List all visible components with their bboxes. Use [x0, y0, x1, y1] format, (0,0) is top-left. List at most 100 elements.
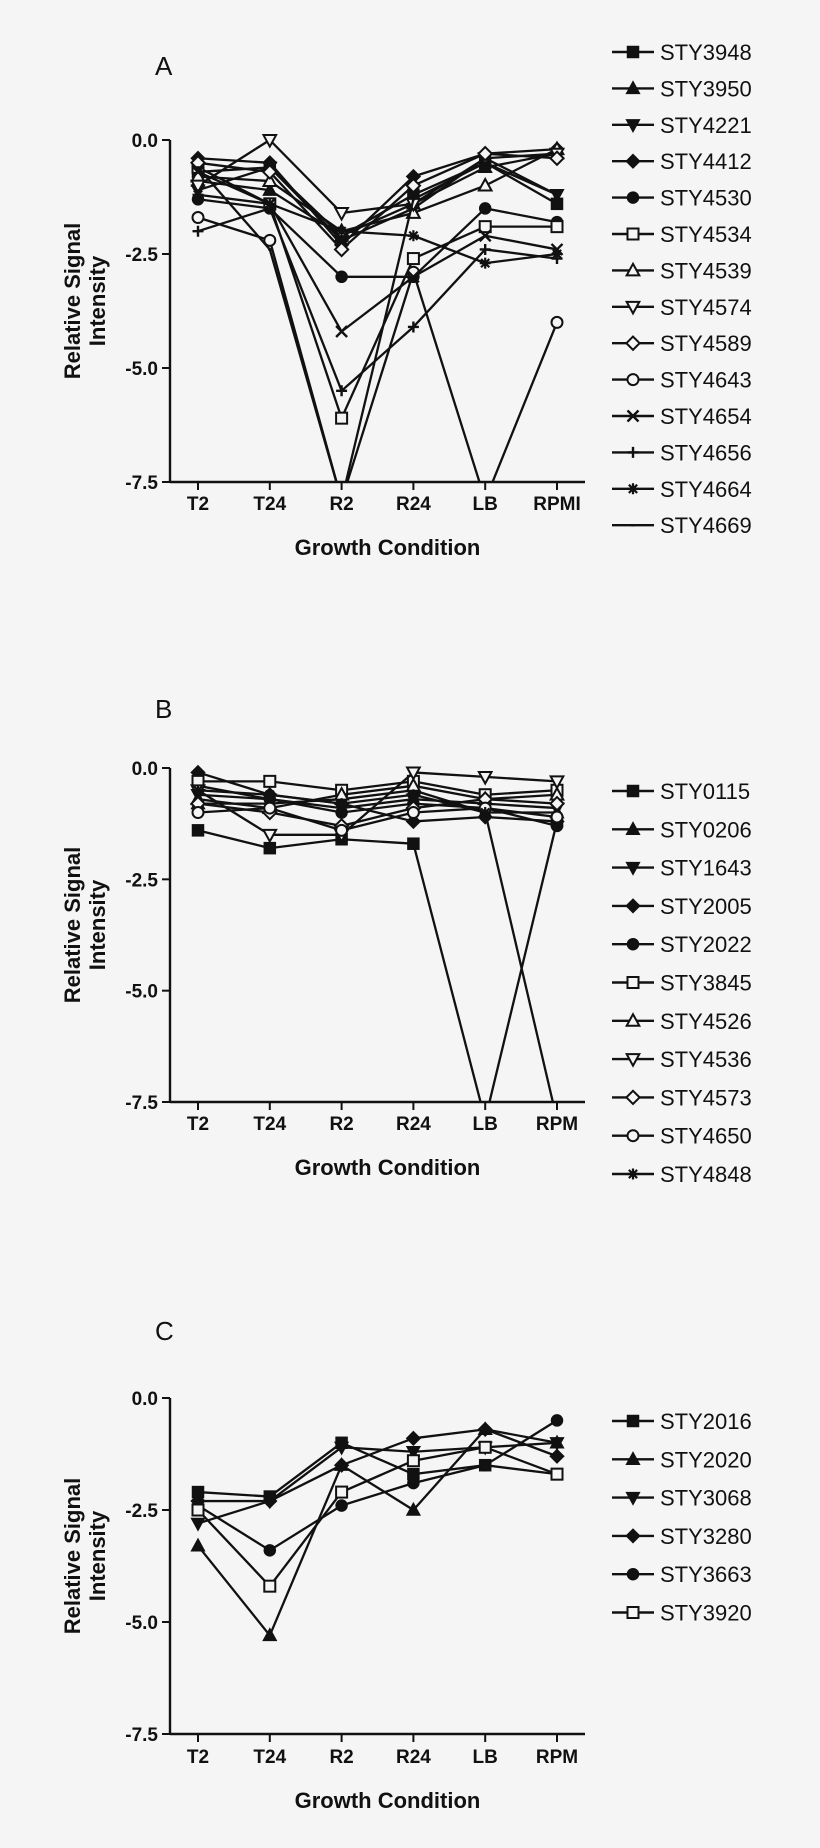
data-point-sty4650-r24	[406, 806, 420, 820]
legend-label-sty3920: STY3920	[660, 1601, 752, 1626]
legend-item-sty3663: STY3663	[612, 1562, 752, 1587]
legend-marker-sty1643	[625, 861, 641, 876]
legend-label-sty3068: STY3068	[660, 1486, 752, 1511]
data-point-sty3920-lb	[478, 1440, 492, 1454]
x-tick-label-lb: LB	[473, 494, 498, 515]
legend-label-sty3280: STY3280	[660, 1524, 752, 1549]
legend-item-sty4848: STY4848	[612, 1162, 752, 1187]
x-tick-label-lb: LB	[473, 1114, 498, 1135]
legend-marker-sty4221	[625, 119, 641, 133]
legend-label-sty4539: STY4539	[660, 258, 752, 283]
legend-label-sty4573: STY4573	[660, 1085, 752, 1110]
legend-a: STY3948 STY3950 STY4221 STY4412 STY4530 STY45…	[612, 40, 752, 538]
legend-item-sty0206: STY0206	[612, 817, 752, 842]
legend-label-sty4526: STY4526	[660, 1009, 752, 1034]
data-point-sty4650-r2	[335, 823, 349, 837]
plot-area	[190, 1414, 565, 1642]
panel-c-label: C	[155, 1316, 174, 1346]
legend-label-sty4536: STY4536	[660, 1047, 752, 1072]
legend-label-sty2016: STY2016	[660, 1409, 752, 1434]
legend-marker-sty2016	[626, 1414, 640, 1428]
series-line-sty0206	[198, 789, 557, 814]
data-point-sty4574-r2	[333, 207, 350, 222]
data-point-sty4664-r24	[407, 230, 419, 242]
data-point-sty4664-lb	[479, 257, 491, 269]
y-tick-label: 0.0	[132, 1389, 158, 1410]
series-line-sty4412	[197, 147, 558, 247]
y-tick-label: -5.0	[125, 982, 158, 1003]
y-tick-label: -7.5	[125, 1725, 158, 1746]
legend-marker-sty2005	[625, 898, 641, 914]
data-point-sty4656-lb	[479, 243, 491, 255]
data-point-sty4574-t24	[261, 134, 278, 149]
plot-area	[189, 134, 566, 482]
legend-marker-sty4574	[624, 300, 642, 316]
series-line-sty2020	[197, 1428, 558, 1637]
legend-marker-sty3950	[625, 80, 641, 95]
legend-item-sty2016: STY2016	[612, 1409, 752, 1434]
series-line-sty3920	[197, 1446, 558, 1588]
x-tick-label-rpmi: RPMI	[533, 494, 581, 515]
legend-b: STY0115 STY0206 STY1643 STY2005 STY2022 STY38…	[612, 779, 752, 1187]
data-point-sty4656-r2	[336, 385, 348, 397]
legend-item-sty2020: STY2020	[612, 1447, 752, 1472]
series-line-sty3068	[197, 1441, 558, 1525]
legend-marker-sty3068	[625, 1491, 641, 1506]
series-sty4530	[191, 193, 564, 284]
legend-item-sty4412: STY4412	[612, 149, 752, 174]
series-line-sty0115	[197, 821, 559, 1102]
series-sty4589	[189, 145, 566, 258]
data-point-sty4589-r24	[405, 177, 422, 194]
data-point-sty4664-t24	[264, 198, 276, 210]
series-sty4643	[191, 211, 564, 482]
data-point-sty3068-r24	[405, 1446, 421, 1460]
legend-marker-sty4654	[626, 409, 640, 423]
x-tick-label-lb: LB	[473, 1747, 498, 1768]
x-tick-label-t24: T24	[253, 1747, 286, 1768]
legend-marker-sty0115	[626, 784, 640, 798]
series-line-sty2022	[197, 784, 558, 828]
legend-marker-sty4530	[626, 191, 640, 204]
data-point-sty3280-lb	[477, 1421, 493, 1438]
x-tick-label-t2: T2	[187, 494, 209, 515]
data-point-sty4589-lb	[477, 145, 494, 162]
data-point-sty4539-t24	[261, 172, 278, 187]
x-tick-label-rpm: RPM	[536, 1114, 578, 1135]
data-point-sty4848-r2	[336, 798, 348, 810]
x-tick-label-t2: T2	[187, 1114, 209, 1135]
legend-item-sty4539: STY4539	[612, 258, 752, 283]
data-point-sty4536-r24	[405, 766, 422, 782]
legend-label-sty4643: STY4643	[660, 368, 752, 393]
y-tick-label: -5.0	[125, 1613, 158, 1634]
data-point-sty4848-t2	[192, 784, 204, 796]
y-tick-label: -2.5	[125, 245, 158, 266]
series-sty4656	[192, 202, 563, 397]
data-point-sty3068-rpm	[549, 1437, 565, 1451]
data-point-sty3920-r2	[335, 1485, 349, 1499]
legend-item-sty4573: STY4573	[612, 1085, 752, 1110]
data-point-sty4534-r2	[335, 411, 349, 425]
data-point-sty3663-r24	[407, 1476, 420, 1490]
legend-label-sty4221: STY4221	[660, 113, 752, 138]
legend-label-sty4848: STY4848	[660, 1162, 752, 1187]
data-point-sty3663-rpm	[550, 1414, 564, 1427]
x-tick-label-t2: T2	[187, 1747, 209, 1768]
legend-item-sty3845: STY3845	[612, 971, 752, 996]
data-point-sty4534-lb	[478, 220, 492, 234]
legend-item-sty4536: STY4536	[612, 1047, 752, 1072]
series-line-sty4536	[197, 771, 558, 836]
series-sty4412	[190, 141, 565, 253]
series-sty0115	[191, 815, 564, 1102]
legend-marker-sty4848	[627, 1168, 639, 1180]
legend-marker-sty3663	[626, 1567, 640, 1581]
series-sty3920	[191, 1440, 564, 1593]
legend-marker-sty4539	[624, 261, 642, 277]
legend-label-sty4534: STY4534	[660, 222, 752, 247]
series-line-sty4656	[197, 207, 558, 392]
panel-b-label: B	[155, 694, 172, 724]
legend-marker-sty2020	[625, 1451, 641, 1465]
legend-marker-sty3280	[625, 1528, 641, 1544]
legend-item-sty4654: STY4654	[612, 404, 752, 429]
legend-marker-sty4534	[626, 227, 640, 241]
